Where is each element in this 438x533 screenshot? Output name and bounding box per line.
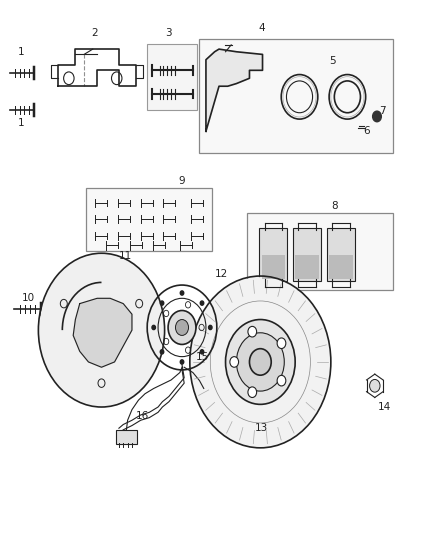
- Text: 6: 6: [363, 126, 369, 136]
- Polygon shape: [73, 298, 132, 367]
- Text: 10: 10: [22, 293, 35, 303]
- Circle shape: [200, 350, 204, 354]
- FancyBboxPatch shape: [199, 38, 393, 152]
- Text: 13: 13: [255, 423, 268, 433]
- FancyBboxPatch shape: [86, 188, 212, 251]
- Circle shape: [248, 387, 257, 398]
- FancyBboxPatch shape: [329, 255, 353, 279]
- Circle shape: [370, 379, 380, 392]
- Text: 2: 2: [92, 28, 98, 38]
- FancyBboxPatch shape: [247, 214, 393, 290]
- Circle shape: [168, 311, 196, 344]
- FancyBboxPatch shape: [259, 228, 287, 281]
- Text: 9: 9: [179, 175, 185, 185]
- Circle shape: [208, 325, 212, 329]
- Circle shape: [248, 326, 257, 337]
- Circle shape: [176, 319, 188, 335]
- Circle shape: [237, 333, 284, 391]
- Circle shape: [39, 254, 164, 406]
- Circle shape: [152, 325, 155, 329]
- Circle shape: [373, 111, 381, 122]
- Text: 15: 15: [196, 352, 209, 361]
- Text: 7: 7: [379, 106, 386, 116]
- Circle shape: [230, 357, 239, 367]
- FancyBboxPatch shape: [261, 255, 285, 279]
- Circle shape: [200, 301, 204, 305]
- Text: 1: 1: [18, 118, 24, 128]
- Circle shape: [180, 360, 184, 364]
- Circle shape: [250, 349, 271, 375]
- Text: 16: 16: [136, 411, 149, 421]
- Circle shape: [191, 277, 330, 447]
- Circle shape: [160, 301, 164, 305]
- Circle shape: [180, 291, 184, 295]
- Text: 8: 8: [332, 200, 338, 211]
- Text: 11: 11: [119, 251, 132, 261]
- Text: 14: 14: [378, 402, 391, 412]
- Text: 3: 3: [166, 28, 172, 38]
- Text: 5: 5: [329, 56, 336, 66]
- Polygon shape: [206, 49, 262, 131]
- Text: 12: 12: [215, 270, 228, 279]
- Circle shape: [160, 350, 164, 354]
- Circle shape: [226, 319, 295, 405]
- Circle shape: [277, 338, 286, 349]
- FancyBboxPatch shape: [327, 228, 355, 281]
- FancyBboxPatch shape: [116, 430, 137, 443]
- Text: 4: 4: [258, 23, 265, 33]
- Circle shape: [277, 375, 286, 386]
- FancyBboxPatch shape: [295, 255, 319, 279]
- FancyBboxPatch shape: [147, 44, 197, 110]
- Text: 1: 1: [18, 47, 24, 56]
- FancyBboxPatch shape: [293, 228, 321, 281]
